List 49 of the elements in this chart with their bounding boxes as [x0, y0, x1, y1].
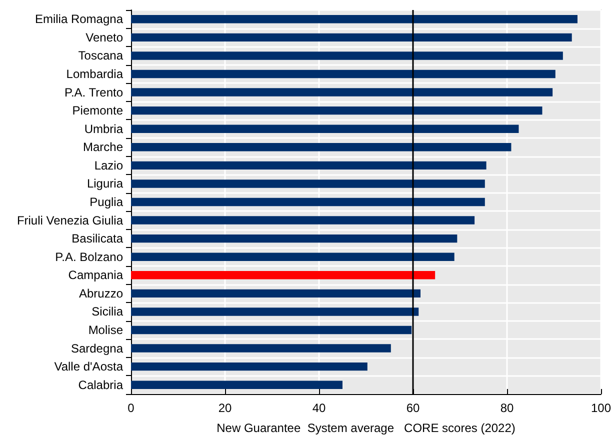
bar [131, 362, 368, 371]
bar [131, 308, 419, 316]
bar [131, 252, 454, 261]
bar [131, 52, 563, 60]
bar [131, 380, 342, 389]
y-tick-label: Lazio [94, 158, 124, 172]
bar [131, 289, 421, 298]
bar [131, 216, 475, 224]
bar [131, 198, 485, 206]
y-tick-label: P.A. Trento [64, 85, 124, 100]
x-tick-label: 40 [312, 401, 326, 415]
bar [131, 234, 458, 243]
bar [131, 15, 578, 24]
x-tick-label: 80 [500, 401, 514, 415]
y-tick-label: Molise [88, 323, 124, 337]
bar [131, 326, 412, 334]
y-tick-label: Toscana [78, 48, 124, 63]
y-tick-label: Abruzzo [78, 286, 124, 300]
y-tick-label: Friuli Venezia Giulia [16, 213, 124, 228]
y-tick-label: Umbria [84, 122, 124, 136]
y-tick-label: Puglia [90, 195, 124, 209]
y-tick-label: Lombardia [66, 67, 124, 81]
x-tick-label: 100 [590, 401, 612, 415]
y-tick-label: Marche [82, 140, 124, 154]
bar [131, 33, 572, 42]
y-tick-label: Sicilia [92, 304, 124, 319]
y-tick-label: Sardegna [70, 341, 124, 356]
y-tick-label: Liguria [86, 176, 124, 191]
bar [131, 88, 553, 96]
x-axis-title: New Guarantee System average CORE scores (2022) [216, 421, 516, 435]
bar [131, 161, 486, 170]
x-tick-label: 20 [218, 401, 232, 415]
bar [131, 143, 512, 152]
y-tick-label: Veneto [86, 30, 124, 44]
bar [131, 180, 485, 188]
bar [131, 124, 519, 133]
bar [131, 271, 436, 280]
x-tick-label: 0 [128, 401, 135, 415]
y-tick-label: Campania [68, 268, 124, 282]
x-tick-label: 60 [406, 401, 420, 415]
y-tick-label: P.A. Bolzano [55, 250, 124, 264]
y-tick-label: Emilia Romagna [34, 12, 124, 26]
bar [131, 70, 556, 78]
bar [131, 106, 542, 115]
y-tick-label: Piemonte [72, 104, 124, 118]
bar [131, 344, 391, 352]
y-tick-label: Basilicata [72, 232, 124, 246]
y-tick-label: Calabria [78, 378, 124, 392]
y-tick-label: Valle d'Aosta [54, 360, 124, 374]
